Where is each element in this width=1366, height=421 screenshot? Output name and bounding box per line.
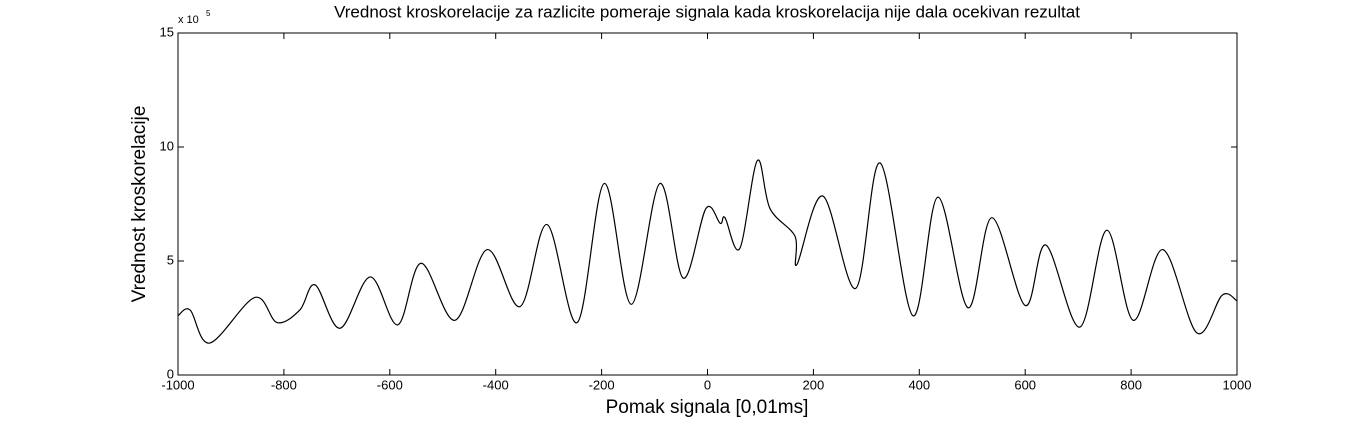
y-axis-label: Vrednost kroskorelacije [129, 106, 150, 303]
y-tick-label: 10 [160, 138, 174, 153]
plot-frame [177, 32, 1238, 376]
x-tick-label: 0 [704, 377, 711, 392]
x-tick-label: -600 [377, 377, 403, 392]
x-tick-label: -800 [271, 377, 297, 392]
y-multiplier: x 10 [178, 14, 199, 26]
x-axis-label: Pomak signala [0,01ms] [606, 397, 809, 418]
x-tick-label: 200 [803, 377, 825, 392]
x-tick-label: -200 [589, 377, 615, 392]
x-tick-label: 600 [1014, 377, 1036, 392]
chart-title: Vrednost kroskorelacije za razlicite pom… [334, 2, 1080, 21]
data-line [177, 159, 1238, 344]
x-tick-label: -400 [483, 377, 509, 392]
y-exponent: 5 [206, 9, 211, 18]
y-tick-label: 15 [160, 24, 174, 39]
x-tick-label: 1000 [1223, 377, 1252, 392]
x-tick-label: 400 [908, 377, 930, 392]
x-tick-label: -1000 [161, 377, 194, 392]
y-tick-label: 5 [167, 252, 174, 267]
y-tick-label: 0 [167, 366, 174, 381]
x-tick-label: 800 [1120, 377, 1142, 392]
